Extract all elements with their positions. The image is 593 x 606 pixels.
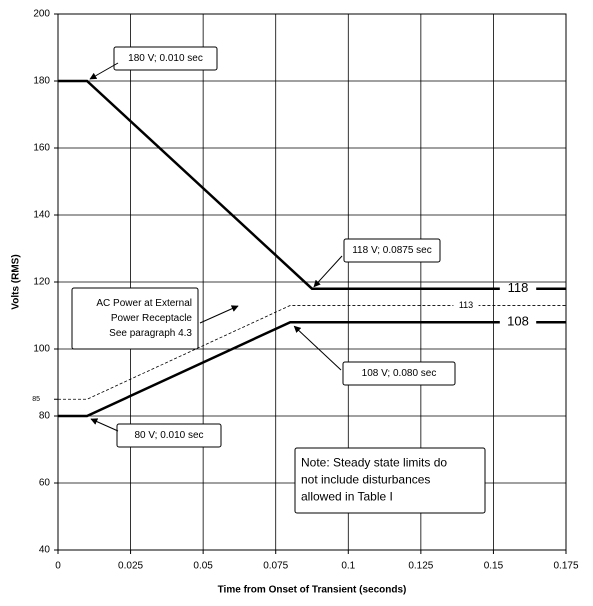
y-tick-label: 60 <box>39 478 51 489</box>
y-tick-label: 180 <box>33 76 50 87</box>
y-tick-label: 85 <box>32 396 40 403</box>
annotation-arrow <box>313 255 343 288</box>
annotation-text: not include disturbances <box>301 473 430 487</box>
line-series <box>58 305 566 400</box>
x-axis-label: Time from Onset of Transient (seconds) <box>218 585 407 596</box>
x-tick-label: 0.075 <box>263 561 288 572</box>
annotation-text: 80 V; 0.010 sec <box>134 430 203 441</box>
annotation-text: Power Receptacle <box>111 313 193 324</box>
annotation-box <box>294 447 486 514</box>
y-tick-label: 120 <box>33 277 50 288</box>
y-tick-label: 80 <box>39 411 51 422</box>
y-axis-label: Volts (RMS) <box>11 254 22 309</box>
annotation-text: AC Power at External <box>96 298 192 309</box>
line-series <box>58 79 566 290</box>
x-tick-label: 0.175 <box>553 561 578 572</box>
annotation-box <box>343 238 441 263</box>
annotation-box <box>113 46 218 71</box>
line-value-label: 108 <box>507 314 529 329</box>
annotation-box <box>71 287 199 350</box>
annotation-arrow <box>89 62 119 80</box>
x-tick-label: 0.125 <box>408 561 433 572</box>
y-tick-label: 40 <box>39 545 51 556</box>
annotation-box <box>116 423 222 448</box>
annotation-text: Note: Steady state limits do <box>301 456 447 470</box>
y-tick-label: 140 <box>33 210 50 221</box>
annotation-box <box>342 361 456 386</box>
y-tick-label: 100 <box>33 344 50 355</box>
annotation-text: 108 V; 0.080 sec <box>362 368 437 379</box>
annotation-arrow <box>199 305 239 324</box>
line-value-label: 113 <box>459 300 473 310</box>
x-tick-label: 0.15 <box>484 561 504 572</box>
plot-border <box>57 13 567 551</box>
annotation-text: allowed in Table I <box>301 490 393 504</box>
line-series <box>58 320 566 418</box>
y-tick-label: 160 <box>33 143 50 154</box>
x-tick-label: 0.1 <box>341 561 355 572</box>
label-gap <box>499 319 537 326</box>
label-gap <box>499 285 537 292</box>
annotation-text: 180 V; 0.010 sec <box>128 53 203 64</box>
label-gap <box>453 302 479 309</box>
line-value-label: 118 <box>508 280 529 295</box>
annotation-text: 118 V; 0.0875 sec <box>352 245 432 256</box>
y-tick-label: 200 <box>33 9 50 20</box>
annotation-arrow <box>293 325 342 371</box>
x-tick-label: 0 <box>55 561 61 572</box>
annotation-text: See paragraph 4.3 <box>109 328 192 339</box>
x-tick-label: 0.05 <box>193 561 213 572</box>
annotation-arrow <box>90 418 119 432</box>
x-tick-label: 0.025 <box>118 561 143 572</box>
